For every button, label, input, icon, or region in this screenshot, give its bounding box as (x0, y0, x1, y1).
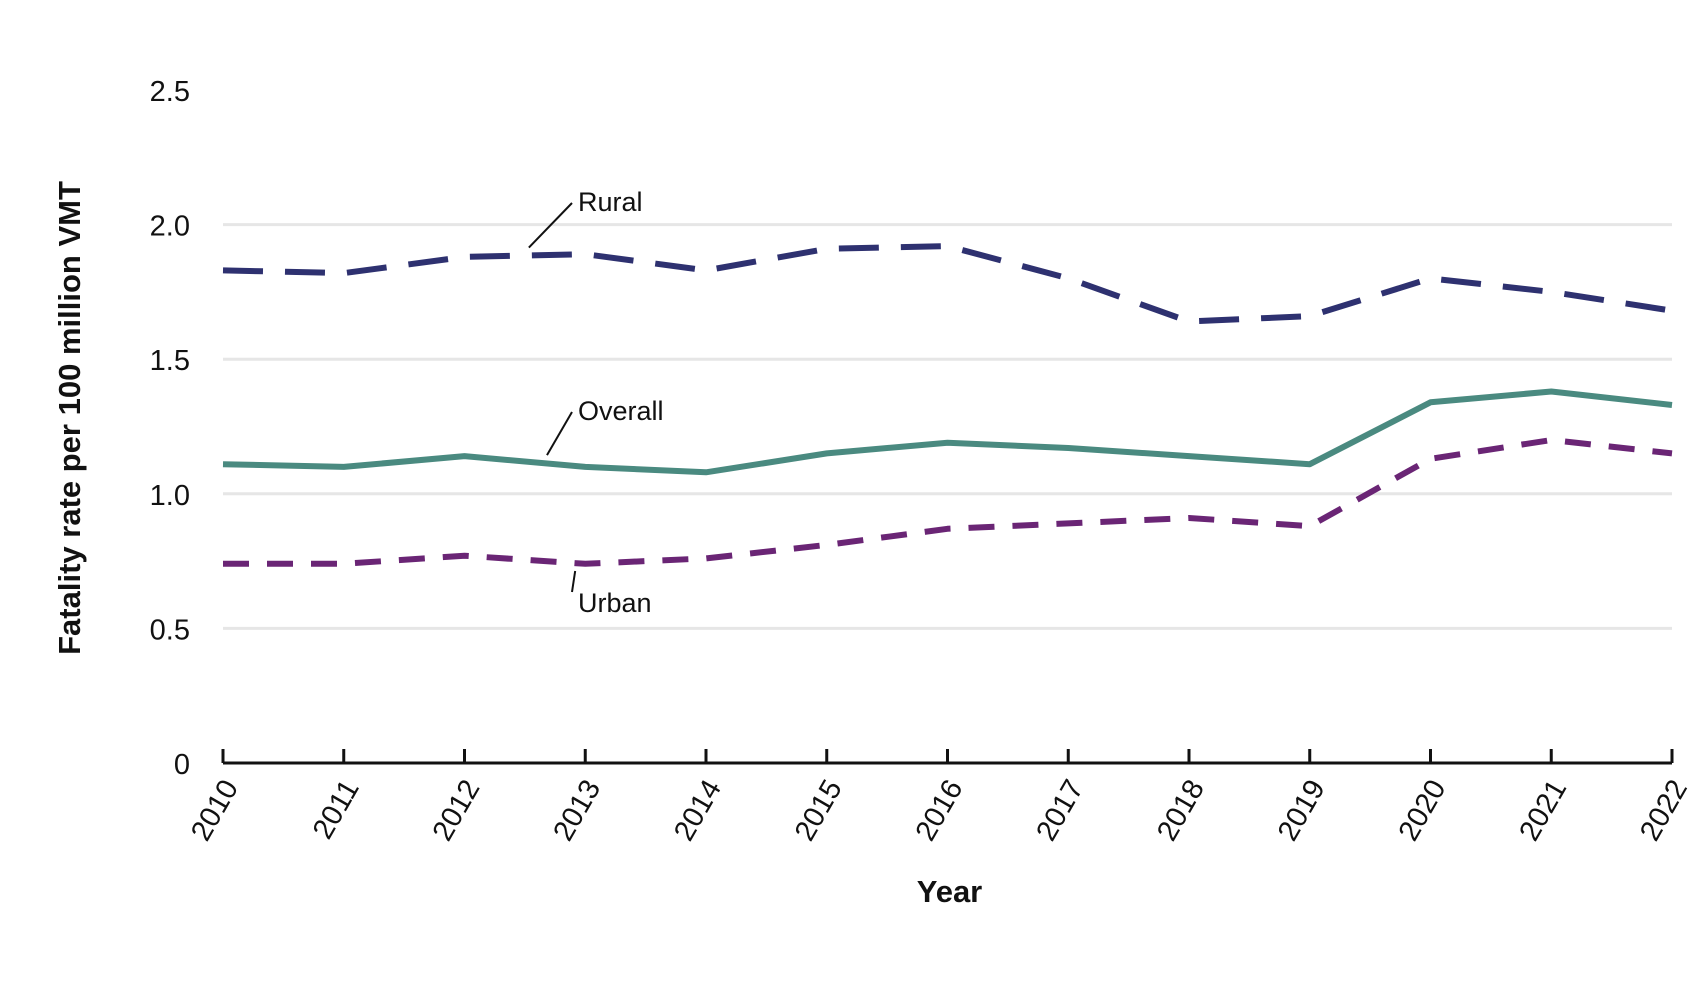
x-tick-label: 2013 (547, 775, 607, 847)
y-tick-label: 0.5 (150, 614, 190, 646)
series-line-overall (222, 388, 1673, 476)
x-tick-label: 2018 (1151, 775, 1211, 847)
series-label-rural: Rural (578, 187, 643, 217)
x-axis-title: Year (917, 874, 983, 909)
series-line-rural (222, 243, 1673, 325)
x-tick-label: 2019 (1272, 775, 1332, 847)
x-axis-tick-labels: 2010 2011 2012 2013 2014 2015 2016 2017 2018 2019… (185, 775, 1694, 847)
x-tick-label: 2017 (1030, 775, 1090, 847)
x-tick-label: 2012 (427, 775, 487, 847)
gridlines (223, 223, 1672, 630)
series-lines (222, 243, 1673, 567)
series-line-urban (223, 437, 1673, 567)
series-labels: Rural Overall Urban (528, 187, 664, 618)
y-tick-label: 2.5 (150, 76, 190, 108)
y-axis-title: Fatality rate per 100 million VMT (52, 181, 87, 655)
y-tick-label: 0 (174, 749, 190, 781)
x-tick-label: 2014 (668, 775, 728, 847)
series-label-urban: Urban (578, 588, 652, 618)
x-tick-label: 2010 (185, 775, 245, 847)
series-label-overall: Overall (578, 396, 664, 426)
x-tick-label: 2021 (1513, 775, 1573, 847)
x-tick-label: 2015 (789, 775, 849, 847)
series-label-leader (571, 570, 577, 593)
x-tick-label: 2016 (910, 775, 970, 847)
y-axis-tick-labels: 0 0.5 1.0 1.5 2.0 2.5 (150, 76, 190, 781)
x-axis (221, 749, 1674, 765)
x-tick-label: 2022 (1634, 775, 1694, 847)
y-tick-label: 2.0 (150, 211, 190, 243)
series-label-leader (528, 202, 573, 249)
y-tick-label: 1.5 (150, 345, 190, 377)
x-tick-label: 2011 (307, 775, 366, 845)
x-tick-label: 2020 (1393, 775, 1453, 847)
series-label-leader (546, 411, 573, 456)
y-tick-label: 1.0 (150, 480, 190, 512)
